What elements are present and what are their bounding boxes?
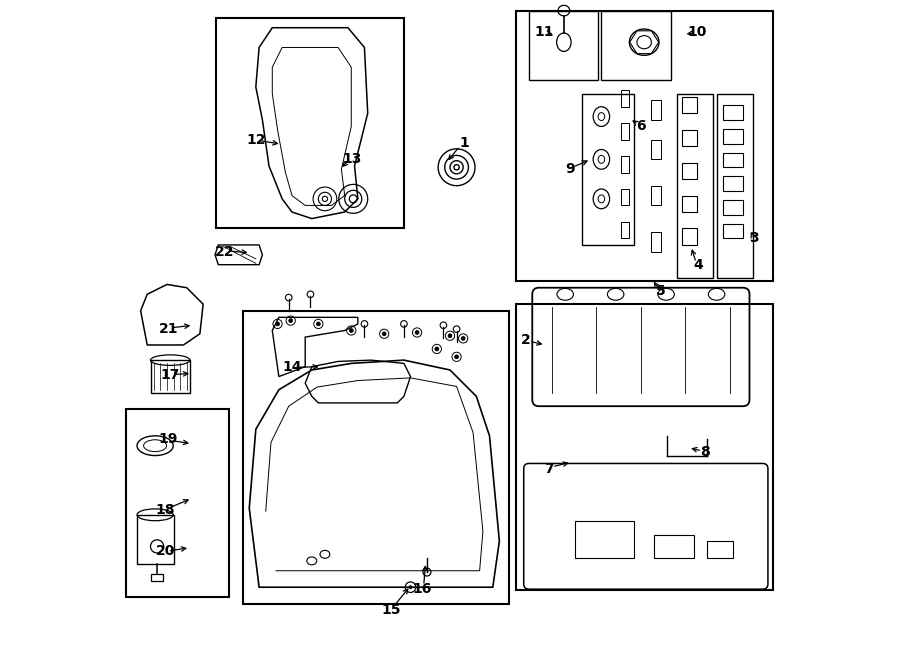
Bar (682, 196, 697, 212)
Text: 7: 7 (544, 462, 554, 476)
Text: 16: 16 (413, 582, 432, 596)
Text: 3: 3 (750, 231, 759, 245)
Text: 14: 14 (283, 360, 302, 373)
Circle shape (275, 322, 280, 326)
Text: 6: 6 (636, 120, 645, 134)
Bar (138, 515, 174, 564)
Circle shape (409, 585, 412, 589)
Bar (724, 224, 742, 239)
Bar (651, 100, 661, 120)
Bar (682, 229, 697, 245)
Text: 17: 17 (160, 368, 180, 382)
Bar (621, 156, 629, 173)
Bar (150, 360, 190, 393)
Text: 18: 18 (156, 502, 176, 516)
Text: 9: 9 (565, 162, 574, 176)
Text: 5: 5 (656, 284, 665, 298)
Bar (651, 232, 661, 252)
Circle shape (382, 332, 386, 336)
Text: 13: 13 (343, 153, 363, 167)
Circle shape (415, 330, 419, 334)
Circle shape (454, 355, 459, 359)
Bar (724, 105, 742, 120)
Circle shape (448, 334, 452, 338)
Text: 19: 19 (158, 432, 178, 446)
Bar (651, 139, 661, 159)
Bar (724, 176, 742, 191)
Bar (621, 189, 629, 206)
Text: 2: 2 (521, 333, 531, 348)
Circle shape (289, 319, 293, 323)
Bar (682, 130, 697, 146)
Bar (151, 574, 163, 580)
Bar (724, 129, 742, 143)
Text: 11: 11 (535, 25, 554, 39)
Circle shape (461, 336, 465, 340)
Bar (682, 163, 697, 179)
Bar (651, 186, 661, 206)
Bar (621, 222, 629, 239)
Text: 20: 20 (156, 544, 176, 558)
Text: 12: 12 (246, 133, 266, 147)
Text: 4: 4 (693, 258, 703, 272)
Bar (724, 200, 742, 215)
Text: 1: 1 (460, 136, 470, 150)
Circle shape (349, 329, 353, 332)
Text: 21: 21 (158, 321, 178, 336)
Text: 22: 22 (215, 245, 235, 258)
Text: 15: 15 (381, 603, 400, 617)
Bar (621, 123, 629, 139)
Circle shape (435, 347, 439, 351)
Bar (682, 97, 697, 113)
Bar (724, 153, 742, 167)
Bar (621, 91, 629, 106)
Text: 10: 10 (687, 25, 707, 39)
Text: 8: 8 (700, 446, 709, 459)
Circle shape (317, 322, 320, 326)
